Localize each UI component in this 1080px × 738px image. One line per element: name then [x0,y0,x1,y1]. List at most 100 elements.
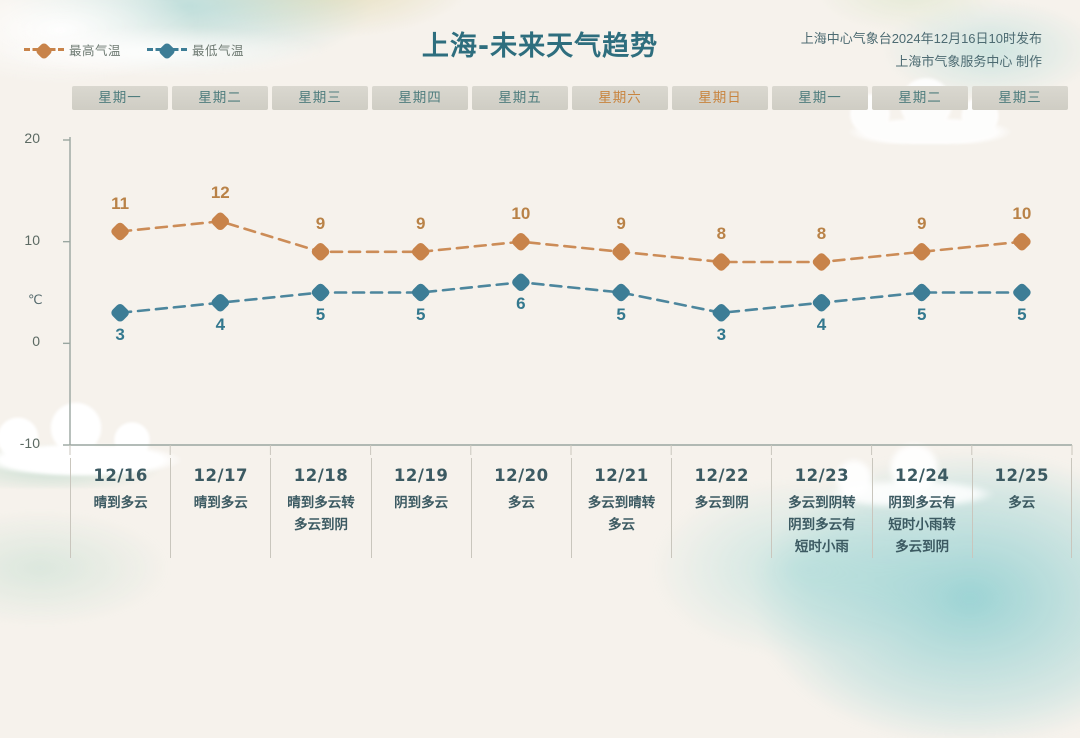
weekday-tab-9[interactable]: 星期三 [972,86,1068,110]
marker-diamond [612,243,630,261]
series-line-high-temp [118,219,1024,264]
marker-diamond [211,293,230,312]
weather-description: 多云到阴 [694,495,749,510]
weather-description: 阴到多云有 短时小雨转 多云到阴 [888,495,956,554]
weekday-tab-5[interactable]: 星期六 [572,86,668,110]
forecast-day-column[interactable]: 12/24 阴到多云有 短时小雨转 多云到阴 [871,458,972,558]
weekday-tab-0[interactable]: 星期一 [72,86,168,110]
weather-description: 多云到晴转 多云 [587,495,656,532]
chart-svg [63,137,1073,455]
weekday-tab-bar: 星期一 星期二 星期三 星期四 星期五 星期六 星期日 星期一 星期二 星期三 [72,86,1072,110]
marker-diamond [411,283,430,302]
weather-description: 多云 [1008,495,1036,510]
marker-diamond [812,293,831,312]
value-label-low-12/22: 3 [716,324,727,344]
temperature-trend-chart [63,137,1073,455]
forecast-day-column[interactable]: 12/19 阴到多云 [370,458,471,558]
marker-diamond [912,243,931,261]
data-point-high-12/17 [211,212,230,231]
marker-diamond [1013,232,1031,251]
data-point-low-12/21 [612,283,630,302]
data-point-high-12/19 [411,243,430,261]
weather-description: 晴到多云转 多云到阴 [287,495,355,532]
data-point-low-12/22 [712,304,731,322]
weekday-tab-3[interactable]: 星期四 [372,86,468,110]
weekday-tab-7[interactable]: 星期一 [772,86,868,110]
issuer-info: 上海中心气象台2024年12月16日10时发布 上海市气象服务中心 制作 [801,28,1042,74]
forecast-date: 12/18 [293,466,349,485]
forecast-date: 12/21 [594,466,649,485]
data-point-low-12/24 [912,283,931,302]
weekday-tab-4[interactable]: 星期五 [472,86,568,110]
value-label-low-12/18: 5 [315,304,326,324]
data-point-low-12/18 [311,283,330,302]
value-label-high-12/22: 8 [716,224,727,243]
forecast-day-column[interactable]: 12/16 晴到多云 [70,458,170,558]
issuer-line-1: 上海中心气象台2024年12月16日10时发布 [800,31,1042,46]
marker-diamond [512,273,530,292]
forecast-day-column[interactable]: 12/25 多云 [971,458,1072,558]
y-tick-label-0: 0 [32,333,40,350]
value-label-low-12/23: 4 [816,314,827,334]
data-point-high-12/24 [912,243,931,261]
forecast-day-column[interactable]: 12/17 晴到多云 [170,458,270,558]
marker-diamond [712,304,731,322]
weather-description: 多云 [507,495,535,510]
weather-description: 阴到多云 [394,495,449,510]
data-point-low-12/19 [411,283,430,302]
y-tick-label-10: 10 [24,231,40,248]
weekday-tab-6[interactable]: 星期日 [672,86,768,110]
data-point-high-12/18 [311,243,330,261]
weekday-tab-2[interactable]: 星期三 [272,86,368,110]
forecast-day-column[interactable]: 12/22 多云到阴 [671,458,771,558]
weather-description: 多云到阴转 阴到多云有 短时小雨 [788,495,856,554]
data-point-low-12/23 [812,293,831,312]
value-label-high-12/17: 12 [210,183,230,203]
weather-description: 晴到多云 [193,495,248,510]
value-label-high-12/18: 9 [315,213,326,233]
marker-diamond [912,283,931,302]
data-point-high-12/21 [612,243,630,261]
series-line-low-temp [118,280,1024,315]
marker-diamond [111,304,129,322]
marker-diamond [111,222,129,241]
forecast-date-table: 12/16 晴到多云 12/17 晴到多云 12/18 晴到多云转 多云到阴 12/19 阴到… [70,458,1072,558]
value-label-low-12/24: 5 [916,304,927,324]
value-label-low-12/19: 5 [415,304,426,324]
issuer-line-2: 上海市气象服务中心 制作 [895,53,1042,69]
value-label-high-12/16: 11 [111,193,130,213]
forecast-date: 12/17 [193,466,248,485]
forecast-date: 12/16 [93,466,148,485]
data-point-low-12/16 [111,304,129,322]
data-point-high-12/22 [712,253,731,271]
forecast-day-column[interactable]: 12/18 晴到多云转 多云到阴 [270,458,370,558]
weather-description: 晴到多云 [93,495,148,510]
marker-diamond [1013,283,1031,302]
y-axis-unit-label: ℃ [28,292,43,307]
value-label-low-12/20: 6 [516,294,526,314]
forecast-date: 12/20 [494,466,549,485]
data-point-high-12/23 [812,253,831,271]
data-point-high-12/16 [111,222,129,241]
value-label-low-12/25: 5 [1017,304,1027,324]
data-point-low-12/25 [1013,283,1031,302]
y-tick-label-20: 20 [24,130,40,146]
value-label-high-12/23: 8 [816,224,827,243]
forecast-date: 12/22 [694,466,749,485]
data-point-low-12/17 [211,293,230,312]
value-label-high-12/20: 10 [511,203,531,223]
weekday-tab-8[interactable]: 星期二 [872,86,968,110]
forecast-date: 12/24 [894,466,950,485]
marker-diamond [612,283,630,302]
marker-diamond [712,253,731,271]
forecast-day-column[interactable]: 12/20 多云 [470,458,571,558]
value-label-high-12/25: 10 [1012,203,1032,223]
marker-diamond [512,232,530,251]
data-point-high-12/20 [512,232,530,251]
forecast-day-column[interactable]: 12/23 多云到阴转 阴到多云有 短时小雨 [771,458,871,558]
marker-diamond [411,243,430,261]
weekday-tab-1[interactable]: 星期二 [172,86,268,110]
value-label-high-12/19: 9 [415,213,426,233]
forecast-day-column[interactable]: 12/21 多云到晴转 多云 [570,458,671,558]
forecast-date: 12/25 [994,466,1049,485]
